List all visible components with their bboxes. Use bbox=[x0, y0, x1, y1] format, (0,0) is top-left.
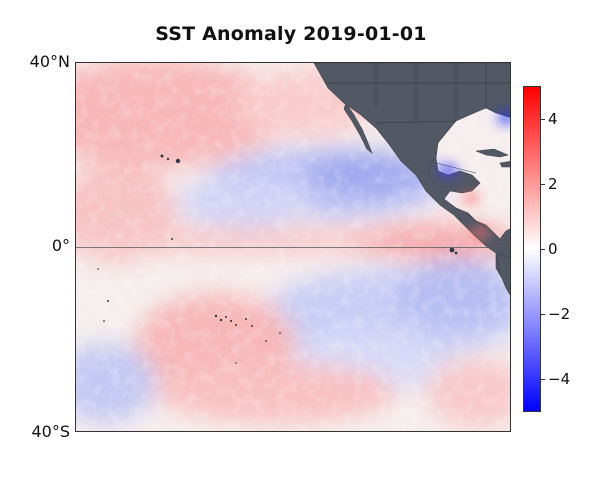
colorbar-tick-mark bbox=[541, 379, 545, 380]
map-title: SST Anomaly 2019-01-01 bbox=[155, 23, 427, 45]
colorbar-tick-label: 4 bbox=[548, 110, 558, 128]
colorbar-tick-label: −2 bbox=[548, 305, 571, 323]
colorbar-tick-label: 0 bbox=[548, 240, 558, 258]
colorbar bbox=[523, 86, 541, 412]
colorbar-tick-mark bbox=[541, 249, 545, 250]
colorbar-tick-mark bbox=[541, 119, 545, 120]
colorbar-tick-label: −4 bbox=[548, 370, 571, 388]
land-masses bbox=[313, 63, 510, 296]
colorbar-tick-label: 2 bbox=[548, 175, 558, 193]
political-borders bbox=[326, 63, 510, 229]
islands bbox=[97, 154, 458, 364]
latitude-label-40s: 40°S bbox=[31, 422, 70, 441]
colorbar-tick-mark bbox=[541, 184, 545, 185]
map-canvas bbox=[76, 63, 510, 431]
latitude-label-equator: 0° bbox=[51, 236, 70, 255]
colorbar-tick-mark bbox=[541, 314, 545, 315]
latitude-label-40n: 40°N bbox=[29, 52, 70, 71]
sst-anomaly-map bbox=[75, 62, 511, 432]
coastal-anomaly bbox=[438, 112, 510, 239]
